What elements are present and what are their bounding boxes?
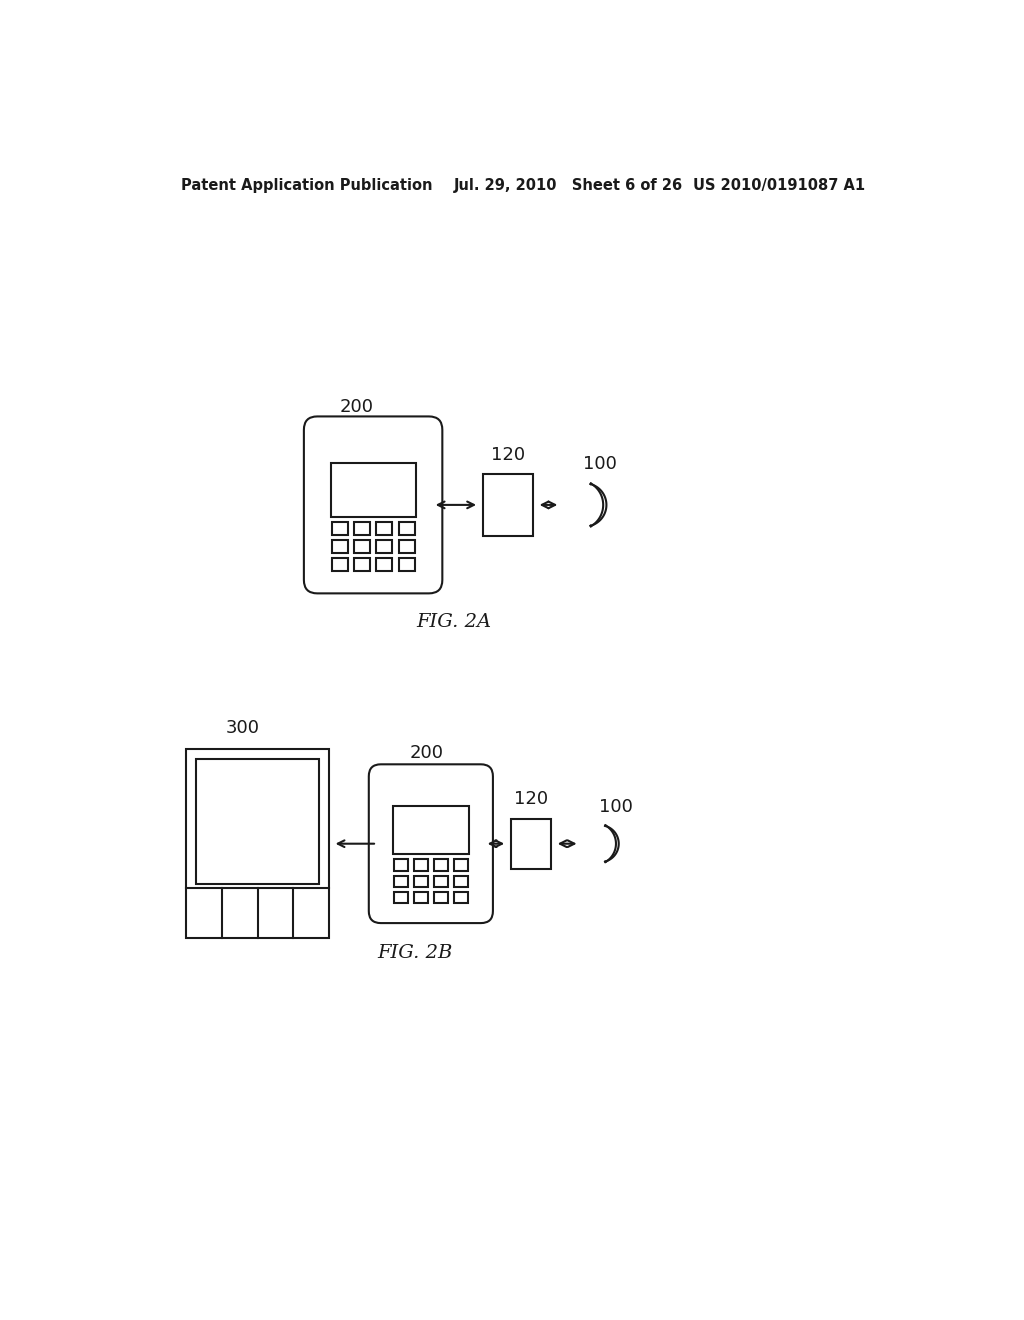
Bar [398,540,415,553]
Bar [376,523,392,536]
Bar [414,892,428,903]
Text: 300: 300 [225,719,259,737]
Bar [414,875,428,887]
Bar [393,892,408,903]
Text: US 2010/0191087 A1: US 2010/0191087 A1 [692,178,865,193]
Bar [332,540,348,553]
Text: Patent Application Publication: Patent Application Publication [180,178,432,193]
Text: 200: 200 [339,397,374,416]
Text: 100: 100 [584,455,617,473]
Bar [454,875,468,887]
Bar [433,859,449,871]
Bar [197,759,318,884]
Bar [483,474,532,536]
Bar [354,540,370,553]
Bar [454,892,468,903]
Text: FIG. 2B: FIG. 2B [378,944,454,962]
Bar [332,558,348,572]
Bar [186,750,329,939]
Bar [354,558,370,572]
FancyBboxPatch shape [304,416,442,594]
Bar [398,523,415,536]
Text: 100: 100 [599,797,633,816]
Bar [454,859,468,871]
Bar [433,892,449,903]
Bar [511,818,551,869]
Text: 120: 120 [514,791,548,808]
Text: 200: 200 [410,744,444,762]
Bar [393,859,408,871]
FancyBboxPatch shape [369,764,493,923]
Bar [393,807,469,854]
Bar [433,875,449,887]
Bar [376,540,392,553]
Bar [332,523,348,536]
Bar [331,463,416,517]
Text: Jul. 29, 2010   Sheet 6 of 26: Jul. 29, 2010 Sheet 6 of 26 [454,178,683,193]
Text: FIG. 2A: FIG. 2A [417,614,492,631]
Text: 120: 120 [490,446,525,463]
Bar [376,558,392,572]
Bar [398,558,415,572]
Bar [393,875,408,887]
Bar [414,859,428,871]
Bar [354,523,370,536]
